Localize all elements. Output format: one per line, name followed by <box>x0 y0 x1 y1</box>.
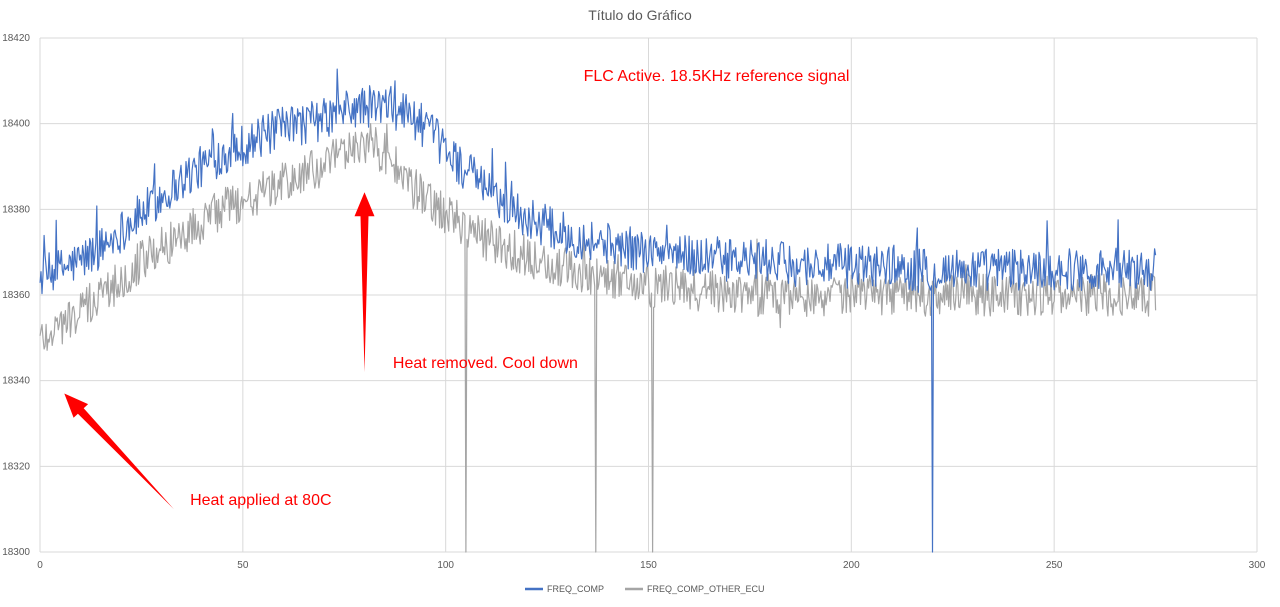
annotation-arrow <box>64 393 174 510</box>
x-tick-label: 150 <box>640 560 657 571</box>
annotation-arrow <box>354 192 375 373</box>
series-line-freq-comp <box>39 68 1157 553</box>
y-tick-label: 18340 <box>2 376 30 387</box>
x-tick-label: 200 <box>843 560 860 571</box>
y-tick-label: 18300 <box>2 547 30 558</box>
chart-title: Título do Gráfico <box>588 7 692 23</box>
legend: FREQ_COMP FREQ_COMP_OTHER_ECU <box>525 584 765 594</box>
axes: 18300 18320 18340 18360 18380 18400 18420 0 50 10… <box>2 33 1266 571</box>
series-line-freq-comp-other-ecu <box>39 123 1157 553</box>
x-tick-label: 0 <box>37 560 43 571</box>
x-tick-label: 50 <box>237 560 249 571</box>
legend-label: FREQ_COMP <box>547 584 604 594</box>
x-tick-label: 100 <box>437 560 454 571</box>
x-tick-label: 250 <box>1046 560 1063 571</box>
annotation-text: FLC Active. 18.5KHz reference signal <box>584 68 850 85</box>
x-tick-label: 300 <box>1249 560 1266 571</box>
y-tick-label: 18420 <box>2 33 30 44</box>
y-tick-label: 18380 <box>2 204 30 215</box>
y-tick-label: 18320 <box>2 461 30 472</box>
annotation-text: Heat applied at 80C <box>190 492 331 509</box>
y-tick-label: 18400 <box>2 119 30 130</box>
y-tick-label: 18360 <box>2 290 30 301</box>
series-layer <box>39 68 1157 553</box>
legend-label: FREQ_COMP_OTHER_ECU <box>647 584 765 594</box>
annotations: FLC Active. 18.5KHz reference signal Heat… <box>64 68 850 510</box>
annotation-text: Heat removed. Cool down <box>393 355 578 372</box>
